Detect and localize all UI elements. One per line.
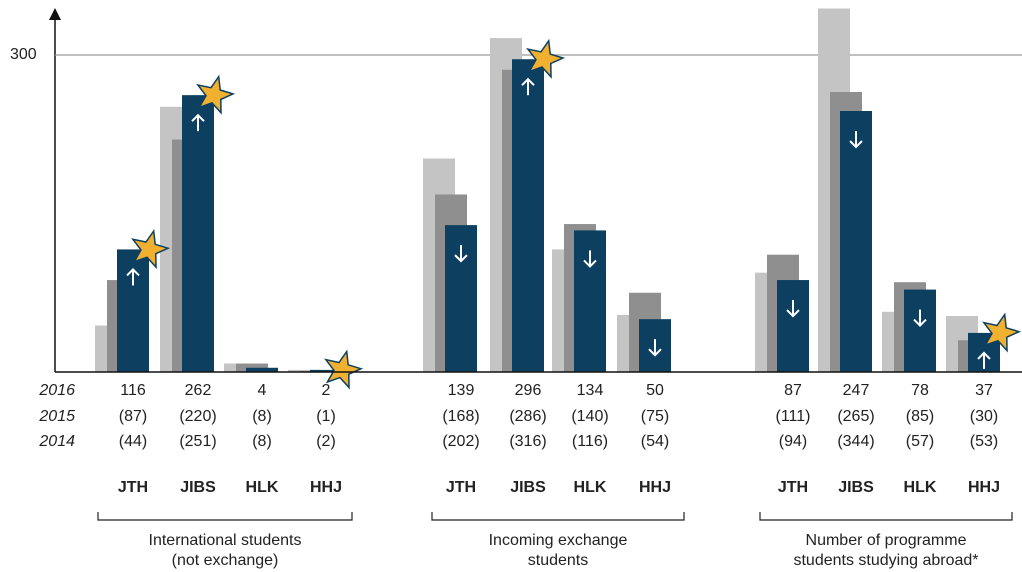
value-label: (1) <box>316 408 336 425</box>
group-bracket <box>759 512 1013 521</box>
trend-arrow-head <box>786 309 800 318</box>
trend-arrow-head <box>583 259 597 268</box>
value-label: 296 <box>515 382 542 399</box>
trend-arrow <box>126 268 140 286</box>
trend-arrow-head <box>521 77 535 86</box>
group-label: students <box>528 552 588 569</box>
bar <box>777 280 809 372</box>
value-label: 134 <box>577 382 604 399</box>
value-label: (30) <box>970 408 998 425</box>
trend-arrow <box>977 351 991 369</box>
value-label: (168) <box>442 408 479 425</box>
value-label: (265) <box>837 408 874 425</box>
x-tick-label: JTH <box>446 479 476 496</box>
bar <box>246 367 278 372</box>
group-label: Number of programme <box>806 532 967 549</box>
trend-arrow-head <box>191 113 205 122</box>
year-label: 2014 <box>38 433 75 450</box>
value-label: (344) <box>837 433 874 450</box>
y-tick-label: 300 <box>10 46 37 63</box>
trend-arrow <box>786 300 800 318</box>
star <box>196 74 236 115</box>
value-label: (202) <box>442 433 479 450</box>
x-tick-label: HLK <box>574 479 607 496</box>
value-label: 139 <box>448 382 475 399</box>
y-axis-arrow <box>49 8 61 20</box>
value-label: 262 <box>185 382 212 399</box>
value-label: (2) <box>316 433 336 450</box>
value-label: (286) <box>509 408 546 425</box>
value-label: 2 <box>322 382 331 399</box>
x-tick-label: HLK <box>904 479 937 496</box>
trend-arrow <box>454 245 468 263</box>
x-tick-label: JIBS <box>510 479 546 496</box>
bar <box>904 289 936 372</box>
value-label: 247 <box>843 382 870 399</box>
trend-arrow <box>913 309 927 327</box>
value-label: (75) <box>641 408 669 425</box>
value-label: (57) <box>906 433 934 450</box>
trend-arrow <box>583 250 597 268</box>
year-label: 2016 <box>38 382 75 399</box>
trend-arrow <box>849 131 863 149</box>
value-label: (53) <box>970 433 998 450</box>
x-tick-label: JTH <box>778 479 808 496</box>
trend-arrow <box>191 113 205 132</box>
star <box>982 312 1022 353</box>
bar <box>310 369 342 372</box>
value-label: 116 <box>120 382 146 399</box>
value-label: 37 <box>975 382 993 399</box>
bar <box>182 95 214 373</box>
x-tick-label: JTH <box>118 479 148 496</box>
bar <box>236 363 268 372</box>
group-label: students studying abroad* <box>793 552 978 569</box>
value-label: (116) <box>572 433 608 450</box>
group-label: (not exchange) <box>172 552 279 569</box>
x-tick-label: HLK <box>246 479 279 496</box>
value-label: 50 <box>646 382 664 399</box>
trend-arrow <box>521 77 535 96</box>
value-label: 87 <box>784 382 802 399</box>
star <box>131 228 171 270</box>
bar <box>840 111 872 373</box>
group-bracket <box>97 512 353 521</box>
x-tick-label: HHJ <box>639 479 671 496</box>
value-label: (251) <box>179 433 216 450</box>
value-label: 4 <box>258 382 267 399</box>
star <box>526 38 566 79</box>
x-tick-label: JIBS <box>838 479 874 496</box>
year-label: 2015 <box>38 408 75 425</box>
group-bracket <box>431 512 685 521</box>
trend-arrow <box>648 339 662 357</box>
value-label: (94) <box>779 433 807 450</box>
bar <box>117 249 149 372</box>
value-label: (87) <box>119 408 147 425</box>
value-label: (85) <box>906 408 934 425</box>
value-label: (54) <box>641 433 669 450</box>
value-label: (44) <box>119 433 147 450</box>
star <box>324 349 364 390</box>
value-label: (316) <box>509 433 546 450</box>
value-label: 78 <box>911 382 929 399</box>
value-label: (8) <box>252 408 272 425</box>
trend-arrow-head <box>977 351 991 360</box>
value-label: (140) <box>571 408 608 425</box>
trend-arrow-head <box>913 318 927 327</box>
x-tick-label: HHJ <box>968 479 1000 496</box>
trend-arrow-head <box>126 268 140 277</box>
value-label: (8) <box>252 433 272 450</box>
bar <box>512 59 544 373</box>
trend-arrow-head <box>454 254 468 263</box>
group-label: Incoming exchange <box>489 532 628 549</box>
x-tick-label: HHJ <box>310 479 342 496</box>
value-label: (111) <box>776 408 811 425</box>
x-tick-label: JIBS <box>180 479 216 496</box>
trend-arrow-head <box>849 140 863 149</box>
trend-arrow-head <box>648 348 662 357</box>
value-label: (220) <box>179 408 216 425</box>
group-label: International students <box>149 532 302 549</box>
